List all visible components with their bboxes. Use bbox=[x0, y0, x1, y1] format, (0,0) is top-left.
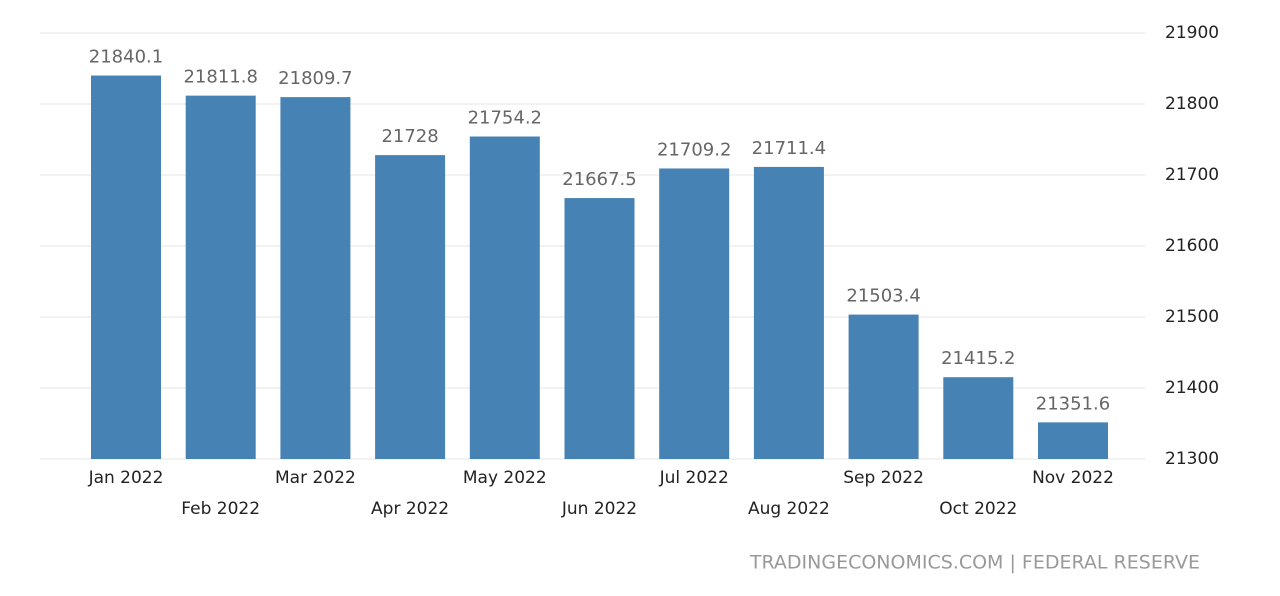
value-label: 21728 bbox=[381, 126, 438, 147]
bar bbox=[848, 314, 919, 459]
x-tick-label: Apr 2022 bbox=[371, 499, 449, 519]
y-tick-label: 21900 bbox=[1165, 23, 1219, 43]
value-label: 21351.6 bbox=[1036, 393, 1110, 414]
y-tick-label: 21800 bbox=[1165, 94, 1219, 114]
bar bbox=[943, 377, 1014, 459]
value-label: 21840.1 bbox=[89, 47, 163, 68]
value-label: 21503.4 bbox=[846, 286, 920, 307]
value-label: 21711.4 bbox=[752, 138, 826, 159]
x-tick-label: Aug 2022 bbox=[748, 499, 830, 519]
x-tick-label: Oct 2022 bbox=[939, 499, 1017, 519]
x-tick-label: Sep 2022 bbox=[843, 468, 924, 488]
x-tick-label: Nov 2022 bbox=[1032, 468, 1114, 488]
x-tick-label: Jul 2022 bbox=[659, 468, 729, 488]
x-tick-label: Mar 2022 bbox=[275, 468, 356, 488]
y-tick-label: 21400 bbox=[1165, 378, 1219, 398]
x-tick-label: May 2022 bbox=[463, 468, 547, 488]
bar bbox=[564, 198, 635, 459]
bar bbox=[375, 155, 446, 459]
bar bbox=[753, 166, 824, 459]
source: TRADINGECONOMICS.COM | FEDERAL RESERVE bbox=[749, 552, 1200, 574]
bar bbox=[185, 95, 256, 459]
bar bbox=[91, 75, 161, 460]
value-label: 21709.2 bbox=[657, 139, 731, 160]
value-label: 21811.8 bbox=[183, 67, 257, 88]
y-tick-label: 21700 bbox=[1165, 165, 1219, 185]
y-tick-label: 21500 bbox=[1165, 307, 1219, 327]
bar bbox=[1038, 422, 1108, 459]
bar bbox=[280, 97, 351, 459]
x-tick-label: Feb 2022 bbox=[181, 499, 260, 519]
y-tick-label: 21300 bbox=[1165, 449, 1219, 469]
bar bbox=[469, 136, 540, 459]
value-label: 21809.7 bbox=[278, 68, 352, 89]
x-tick-label: Jan 2022 bbox=[88, 468, 164, 488]
y-tick-label: 21600 bbox=[1165, 236, 1219, 256]
value-label: 21667.5 bbox=[562, 169, 636, 190]
value-label: 21754.2 bbox=[468, 108, 542, 129]
bar bbox=[659, 168, 730, 459]
value-label: 21415.2 bbox=[941, 348, 1015, 369]
x-tick-label: Jun 2022 bbox=[561, 499, 637, 519]
